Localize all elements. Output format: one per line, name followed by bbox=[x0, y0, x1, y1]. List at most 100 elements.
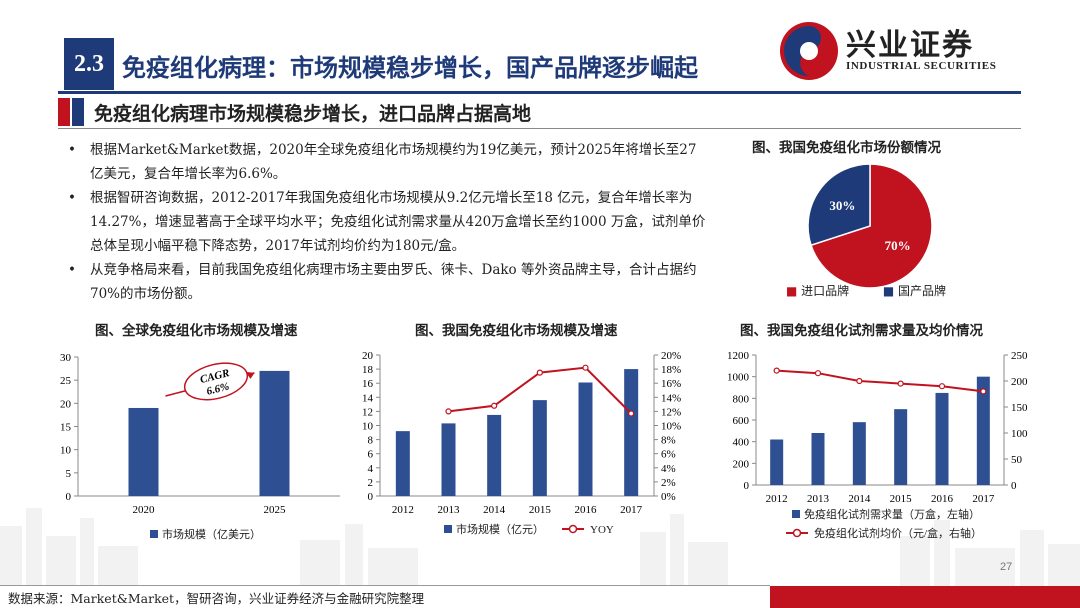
price-point bbox=[856, 377, 863, 385]
y2-axis-tick-label: 4% bbox=[661, 463, 676, 475]
y2-axis-tick-label: 16% bbox=[661, 378, 681, 390]
bar bbox=[487, 414, 502, 496]
bar bbox=[770, 439, 784, 485]
y-axis-tick-label: 5 bbox=[66, 468, 72, 480]
legend-swatch-domestic: ■ bbox=[882, 284, 895, 298]
price-point bbox=[980, 388, 987, 395]
y-axis-tick-label: 0 bbox=[368, 491, 374, 503]
y-axis-tick-label: 4 bbox=[368, 463, 374, 475]
price-line bbox=[776, 369, 984, 393]
y-axis-tick-label: 25 bbox=[60, 375, 72, 387]
y-axis-tick-label: 1000 bbox=[727, 372, 750, 384]
legend-market-size-swatch bbox=[444, 525, 452, 533]
footer-divider bbox=[0, 585, 770, 586]
footer-accent-bar bbox=[770, 586, 1080, 608]
bar bbox=[852, 422, 866, 485]
x-axis-tick-label: 2014 bbox=[848, 493, 871, 505]
title-underline bbox=[58, 91, 1021, 94]
y-axis-tick-label: 10 bbox=[60, 445, 72, 457]
section-subtitle: 免疫组化病理市场规模稳步增长，进口品牌占据高地 bbox=[94, 103, 532, 125]
y2-axis-tick-label: 6% bbox=[661, 449, 676, 461]
x-axis-tick-label: 2013 bbox=[438, 504, 461, 516]
legend-demand-label: 免疫组化试剂需求量（万盒，左轴） bbox=[804, 507, 980, 521]
market-share-pie-chart: 70% 30% bbox=[807, 163, 933, 289]
y-axis-tick-label: 400 bbox=[733, 437, 750, 449]
yoy-point bbox=[491, 402, 498, 409]
y2-axis-tick-label: 8% bbox=[661, 435, 676, 447]
bullet-text: 根据Market&Market数据，2020年全球免疫组化市场规模约为19亿美元… bbox=[90, 142, 697, 182]
y2-axis-tick-label: 0% bbox=[661, 491, 676, 503]
china-market-chart-title: 图、我国免疫组化市场规模及增速 bbox=[415, 323, 618, 339]
y-axis-tick-label: 2 bbox=[368, 477, 374, 489]
data-source: 数据来源：Market&Market，智研咨询，兴业证券经济与金融研究院整理 bbox=[8, 591, 425, 606]
bullet-item: • 根据智研咨询数据，2012-2017年我国免疫组化市场规模从9.2亿元增长至1… bbox=[68, 186, 708, 258]
bar bbox=[259, 370, 290, 496]
x-axis-tick-label: 2020 bbox=[133, 504, 156, 516]
x-axis-tick-label: 2014 bbox=[483, 504, 506, 516]
bar bbox=[128, 407, 159, 496]
page-number: 27 bbox=[1000, 561, 1013, 573]
bar bbox=[935, 392, 949, 485]
price-point bbox=[773, 367, 780, 374]
x-axis-tick-label: 2017 bbox=[620, 504, 643, 516]
bullet-marker: • bbox=[68, 262, 76, 278]
pie-slice-label: 30% bbox=[829, 198, 855, 213]
x-axis-tick-label: 2013 bbox=[807, 493, 830, 505]
x-axis-tick-label: 2012 bbox=[392, 504, 414, 516]
cagr-ellipse bbox=[183, 362, 249, 401]
bar bbox=[811, 433, 825, 485]
bar bbox=[624, 369, 639, 496]
price-point bbox=[814, 370, 822, 377]
bar bbox=[578, 382, 593, 496]
y-axis-tick-label: 18 bbox=[362, 364, 374, 376]
y2-axis-tick-label: 10% bbox=[661, 421, 681, 433]
bar bbox=[395, 431, 410, 496]
pie-chart-title: 图、我国免疫组化市场份额情况 bbox=[752, 140, 941, 156]
y2-axis-tick-label: 14% bbox=[661, 392, 681, 404]
legend-swatch-import: ■ bbox=[786, 284, 798, 298]
reagent-demand-combo-chart: 0 200 400 600 800 1000 1200 0 50 100 150 200 250 2012… bbox=[727, 350, 1028, 540]
x-axis-tick-label: 2017 bbox=[972, 493, 995, 505]
bullet-item: • 从竞争格局来看，目前我国免疫组化病理市场主要由罗氏、徕卡、Dako 等外资品牌… bbox=[68, 258, 708, 306]
cagr-value: 6.6% bbox=[205, 381, 230, 398]
y-axis-tick-label: 8 bbox=[368, 435, 374, 447]
y-axis-tick-label: 200 bbox=[733, 458, 750, 470]
subtitle-marker-blue bbox=[72, 98, 84, 126]
y2-axis-tick-label: 20% bbox=[661, 350, 681, 362]
y-axis-tick-label: 10 bbox=[362, 421, 374, 433]
bar bbox=[532, 400, 547, 496]
x-axis-tick-label: 2015 bbox=[890, 493, 913, 505]
global-chart-title: 图、全球免疫组化市场规模及增速 bbox=[95, 323, 298, 339]
bullet-marker: • bbox=[68, 190, 76, 206]
y-axis-tick-label: 600 bbox=[733, 415, 750, 427]
legend-yoy-marker-swatch bbox=[568, 524, 578, 534]
y2-axis-tick-label: 250 bbox=[1011, 350, 1028, 362]
y-axis-tick-label: 20 bbox=[60, 398, 72, 410]
y2-axis-tick-label: 18% bbox=[661, 364, 681, 376]
legend-demand-swatch bbox=[792, 510, 800, 518]
y-axis-tick-label: 20 bbox=[362, 350, 374, 362]
price-point bbox=[938, 383, 946, 390]
y-axis-tick-label: 800 bbox=[733, 393, 750, 405]
legend-market-size-label: 市场规模（亿元） bbox=[456, 522, 544, 536]
y2-axis-tick-label: 2% bbox=[661, 477, 676, 489]
y-axis-tick-label: 16 bbox=[362, 378, 374, 390]
y2-axis-tick-label: 12% bbox=[661, 406, 681, 418]
yoy-point bbox=[628, 410, 635, 417]
yoy-point bbox=[582, 364, 589, 371]
pie-slice-label: 70% bbox=[885, 238, 911, 253]
y2-axis-tick-label: 100 bbox=[1011, 428, 1028, 440]
bullet-item: • 根据Market&Market数据，2020年全球免疫组化市场规模约为19亿美… bbox=[68, 138, 708, 186]
legend-label-domestic: 国产品牌 bbox=[898, 284, 947, 298]
y-axis-tick-label: 0 bbox=[66, 491, 72, 503]
y-axis-tick-label: 30 bbox=[60, 352, 72, 364]
y-axis-tick-label: 15 bbox=[60, 422, 72, 434]
y-axis-tick-label: 12 bbox=[362, 406, 373, 418]
yoy-point bbox=[536, 369, 543, 376]
y-axis-tick-label: 0 bbox=[744, 480, 750, 492]
y-axis-tick-label: 1200 bbox=[727, 350, 750, 362]
price-point bbox=[897, 380, 904, 387]
reagent-chart-title: 图、我国免疫组化试剂需求量及均价情况 bbox=[740, 323, 983, 339]
bullet-text: 根据智研咨询数据，2012-2017年我国免疫组化市场规模从9.2亿元增长至18… bbox=[90, 190, 706, 254]
